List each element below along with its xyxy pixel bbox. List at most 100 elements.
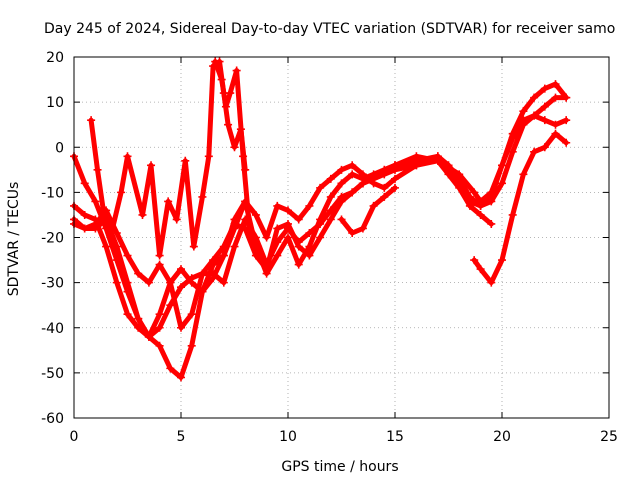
data-point-marker: [519, 116, 528, 125]
data-point-marker: [316, 215, 325, 224]
data-point-marker: [189, 242, 198, 251]
series-line: [339, 185, 398, 236]
y-tick-label: -40: [41, 321, 64, 337]
x-tick-label: 5: [177, 429, 186, 445]
data-point-marker: [187, 278, 196, 287]
data-point-marker: [166, 278, 175, 287]
data-point-marker: [391, 161, 399, 170]
data-point-marker: [380, 165, 389, 174]
y-tick-label: -60: [41, 411, 64, 427]
data-point-marker: [476, 210, 485, 219]
x-tick-label: 15: [386, 429, 404, 445]
data-point-marker: [198, 287, 207, 296]
data-point-marker: [226, 89, 235, 98]
data-point-marker: [198, 269, 207, 278]
data-point-marker: [93, 165, 102, 174]
data-point-marker: [305, 201, 314, 210]
data-point-marker: [540, 102, 549, 111]
data-point-marker: [294, 215, 303, 224]
series-track-5: [470, 129, 571, 287]
data-point-marker: [211, 57, 220, 66]
data-point-marker: [316, 183, 325, 192]
data-point-marker: [326, 192, 335, 201]
data-point-marker: [217, 75, 226, 84]
series-line: [471, 131, 569, 286]
data-point-marker: [562, 116, 571, 125]
series-line: [212, 59, 261, 249]
data-point-marker: [284, 206, 292, 215]
data-point-marker: [508, 147, 517, 156]
data-point-marker: [239, 152, 248, 161]
data-point-marker: [470, 256, 479, 265]
data-point-marker: [562, 138, 571, 147]
series-track-4: [70, 111, 571, 382]
data-point-marker: [391, 183, 399, 192]
data-point-marker: [348, 161, 357, 170]
data-point-marker: [551, 80, 560, 89]
data-point-marker: [498, 161, 506, 170]
x-tick-label: 0: [70, 429, 79, 445]
data-point-marker: [108, 224, 117, 233]
data-point-marker: [204, 152, 213, 161]
data-point-marker: [551, 120, 560, 129]
data-point-marker: [166, 364, 175, 373]
data-point-marker: [487, 192, 496, 201]
y-tick-label: -50: [41, 366, 64, 382]
data-point-marker: [273, 224, 282, 233]
data-point-marker: [519, 170, 528, 179]
data-point-marker: [230, 143, 239, 152]
data-point-marker: [530, 147, 539, 156]
data-point-marker: [465, 192, 474, 201]
data-point-marker: [102, 242, 111, 251]
y-tick-label: 10: [46, 95, 64, 111]
data-point-marker: [123, 251, 132, 260]
data-point-marker: [380, 183, 389, 192]
data-point-marker: [251, 251, 260, 260]
y-tick-label: -30: [41, 276, 64, 292]
data-point-marker: [164, 197, 173, 206]
data-point-marker: [221, 102, 230, 111]
data-point-marker: [380, 192, 389, 201]
data-point-marker: [326, 174, 335, 183]
data-point-marker: [433, 152, 442, 161]
data-point-marker: [337, 165, 346, 174]
data-point-marker: [540, 143, 549, 152]
data-point-marker: [123, 310, 132, 319]
data-point-marker: [230, 242, 239, 251]
data-point-marker: [326, 215, 335, 224]
data-point-marker: [219, 251, 228, 260]
x-tick-label: 25: [600, 429, 618, 445]
data-point-marker: [91, 224, 100, 233]
data-point-marker: [305, 251, 314, 260]
data-point-marker: [358, 170, 367, 179]
data-point-marker: [138, 210, 147, 219]
data-point-marker: [444, 161, 453, 170]
data-point-marker: [177, 283, 185, 292]
data-point-marker: [80, 224, 89, 233]
data-point-marker: [172, 215, 181, 224]
data-point-marker: [444, 170, 453, 179]
y-tick-label: 0: [55, 140, 64, 156]
data-point-marker: [337, 215, 346, 224]
data-point-marker: [358, 224, 367, 233]
data-point-marker: [508, 134, 517, 143]
data-point-marker: [273, 251, 282, 260]
data-point-marker: [187, 341, 196, 350]
data-point-marker: [147, 161, 156, 170]
data-point-marker: [487, 219, 496, 228]
data-point-marker: [294, 260, 303, 269]
y-tick-label: -10: [41, 185, 64, 201]
data-point-marker: [284, 219, 292, 228]
data-point-marker: [117, 188, 126, 197]
data-point-marker: [348, 228, 357, 237]
data-point-marker: [144, 278, 153, 287]
data-point-marker: [224, 120, 233, 129]
data-point-marker: [487, 278, 496, 287]
series-track-7: [211, 57, 263, 251]
data-point-marker: [498, 179, 506, 188]
data-point-marker: [112, 242, 121, 251]
data-point-marker: [465, 201, 474, 210]
data-point-marker: [540, 116, 549, 125]
data-point-marker: [284, 233, 292, 242]
